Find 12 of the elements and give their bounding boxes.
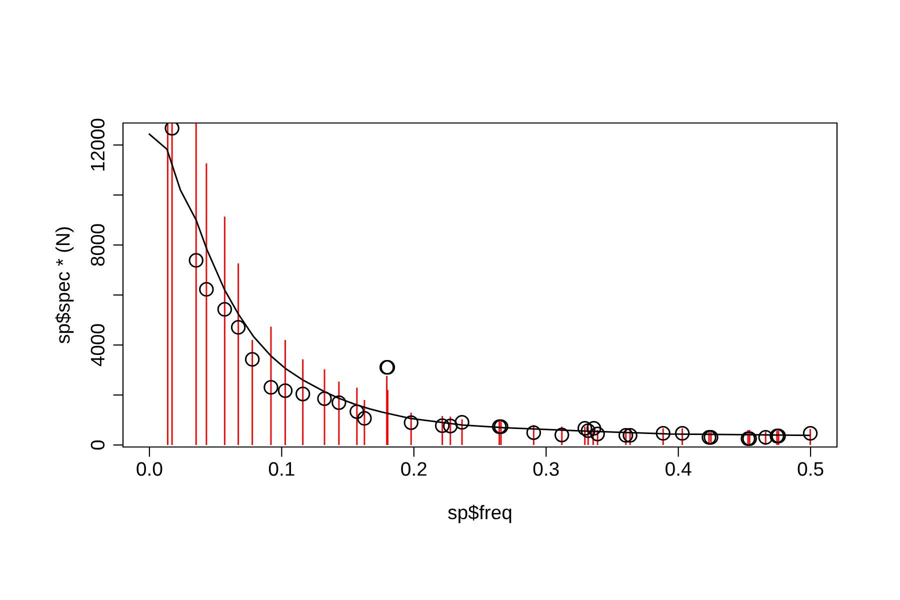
- x-tick-label: 0.2: [401, 462, 426, 476]
- y-tick-label: 0: [90, 440, 105, 450]
- y-tick-label: 4000: [90, 324, 105, 366]
- x-tick-label: 0.5: [798, 462, 824, 476]
- y-tick-label: 8000: [90, 224, 105, 266]
- x-tick-label: 0.3: [533, 462, 559, 476]
- y-axis-title: sp$spec * (N): [55, 227, 74, 344]
- x-axis-title: sp$freq: [448, 504, 512, 524]
- y-tick-label: 12000: [90, 118, 105, 171]
- x-tick-label: 0.4: [666, 462, 692, 476]
- x-tick-label: 0.1: [268, 462, 294, 476]
- x-tick-label: 0.0: [136, 462, 162, 476]
